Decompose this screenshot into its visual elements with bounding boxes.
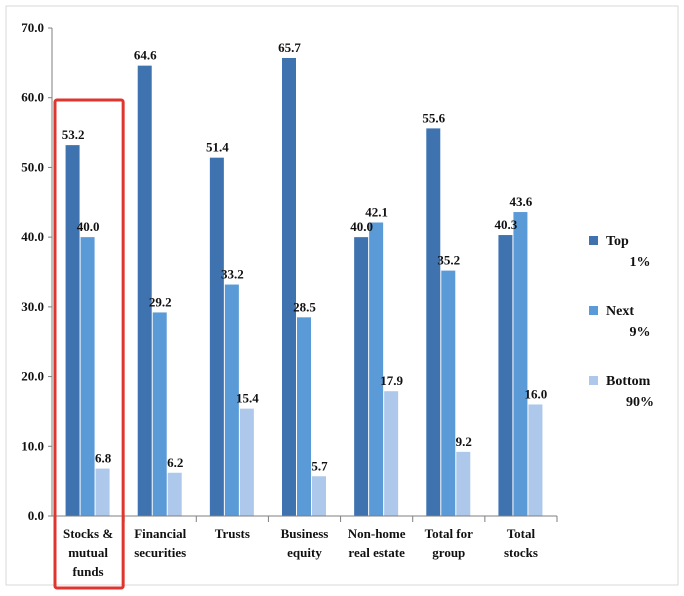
bar — [456, 451, 471, 516]
y-tick-label: 50.0 — [21, 159, 44, 174]
axes-group — [51, 28, 558, 522]
x-category-label: Financial — [134, 526, 186, 541]
y-tick-label: 20.0 — [21, 369, 44, 384]
y-axis: 0.0 10.0 20.0 30.0 40.0 50.0 60.0 70.0 — [21, 20, 52, 523]
highlight-box — [53, 98, 125, 590]
bar — [297, 317, 311, 516]
data-label: 51.4 — [206, 140, 229, 155]
data-label: 9.2 — [456, 434, 472, 449]
x-category-label: funds — [73, 564, 104, 579]
bar — [282, 57, 296, 516]
legend-label: 1% — [630, 255, 651, 270]
data-label: 17.9 — [380, 373, 403, 388]
bar — [137, 65, 152, 516]
legend-label: 9% — [630, 325, 651, 340]
y-tick-label: 0.0 — [28, 508, 44, 523]
bar — [528, 404, 543, 516]
bar — [498, 235, 513, 516]
data-label: 5.7 — [311, 458, 328, 473]
bar — [441, 270, 456, 516]
bar — [152, 312, 167, 516]
data-label: 43.6 — [510, 194, 533, 209]
legend-label: Next — [606, 304, 634, 319]
y-tick-label: 70.0 — [21, 20, 44, 35]
data-label: 40.3 — [495, 217, 518, 232]
data-label: 6.8 — [95, 451, 112, 466]
bar — [354, 237, 369, 516]
data-label: 35.2 — [437, 253, 460, 268]
data-label: 15.4 — [236, 391, 259, 406]
highlight-group — [53, 98, 125, 590]
data-label: 40.0 — [350, 219, 373, 234]
bar — [513, 212, 528, 516]
data-label: 64.6 — [134, 48, 157, 63]
data-label: 65.7 — [278, 40, 301, 55]
x-category-label: securities — [134, 545, 186, 560]
legend-label: 90% — [626, 395, 654, 410]
x-category-label: Stocks & — [63, 526, 113, 541]
chart-border — [5, 5, 679, 586]
data-label: 53.2 — [62, 127, 85, 142]
x-category-label: Total for — [425, 526, 473, 541]
x-category-label: group — [432, 545, 465, 560]
x-category-label: Trusts — [215, 526, 250, 541]
bar — [239, 408, 254, 516]
bar — [426, 128, 441, 517]
x-category-label: stocks — [504, 545, 538, 560]
x-category-label: Business — [281, 526, 329, 541]
bars-group — [65, 57, 543, 517]
bar — [95, 468, 110, 516]
data-label: 29.2 — [149, 294, 172, 309]
value-labels-group: 53.2 40.0 6.8 64.6 29.2 6.2 51.4 33.2 15.4 65.7 28… — [62, 40, 548, 473]
legend-label: Top — [606, 234, 629, 249]
bar — [312, 476, 326, 516]
data-label: 42.1 — [365, 205, 388, 220]
data-label: 16.0 — [525, 386, 548, 401]
bar — [384, 391, 399, 516]
data-label: 40.0 — [77, 219, 100, 234]
legend-swatch — [589, 306, 598, 315]
data-label: 33.2 — [221, 267, 244, 282]
bar — [369, 222, 384, 516]
bar — [80, 237, 95, 516]
bar — [65, 145, 80, 516]
legend-label: Bottom — [606, 374, 651, 389]
x-axis-labels: Stocks & mutual funds Financial securities Tr… — [63, 526, 538, 579]
y-tick-label: 10.0 — [21, 438, 44, 453]
y-tick-label: 60.0 — [21, 90, 44, 105]
bar — [224, 284, 239, 516]
y-tick-label: 40.0 — [21, 229, 44, 244]
data-label: 28.5 — [293, 299, 316, 314]
y-tick-label: 30.0 — [21, 299, 44, 314]
x-category-label: real estate — [348, 545, 405, 560]
data-label: 55.6 — [422, 110, 445, 125]
legend-swatch — [589, 376, 598, 385]
x-category-label: mutual — [68, 545, 108, 560]
bar — [209, 157, 224, 516]
bar — [167, 472, 182, 516]
data-label: 6.2 — [167, 455, 183, 470]
legend-swatch — [589, 236, 598, 245]
x-category-label: Total — [507, 526, 536, 541]
x-category-label: Non-home — [348, 526, 406, 541]
x-category-label: equity — [287, 545, 322, 560]
